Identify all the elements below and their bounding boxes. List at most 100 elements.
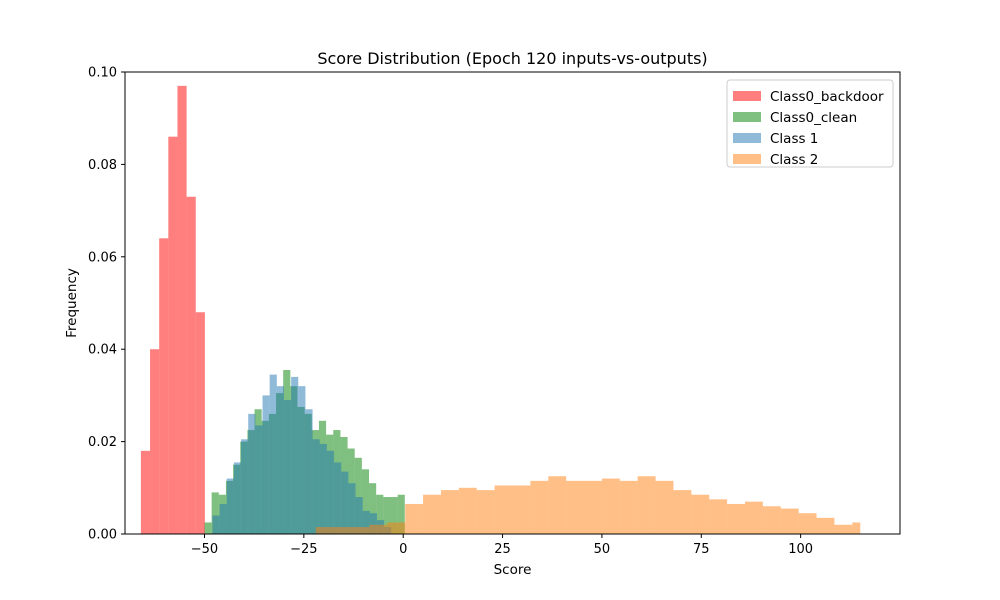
- histogram-bar: [727, 503, 745, 534]
- y-tick-label: 0.04: [88, 343, 117, 358]
- histogram-bar: [211, 492, 219, 534]
- histogram-bar: [348, 483, 356, 534]
- histogram-bar: [315, 527, 334, 534]
- histogram-bar: [333, 527, 352, 534]
- histogram-bar: [383, 497, 391, 534]
- histogram-bar: [494, 485, 513, 534]
- histogram-bar: [195, 312, 205, 534]
- series-class-1: [212, 374, 392, 534]
- histogram-bar: [601, 478, 620, 534]
- x-axis-label: Score: [494, 562, 532, 578]
- legend-swatch: [733, 112, 761, 122]
- legend-swatch: [733, 133, 761, 143]
- histogram-bar: [390, 497, 398, 534]
- x-tick-label: −50: [191, 542, 218, 557]
- histogram-bar: [745, 501, 763, 534]
- histogram-bar: [204, 522, 212, 534]
- histogram-bar: [319, 443, 327, 534]
- histogram-bar: [351, 527, 370, 534]
- histogram-bar: [637, 476, 656, 534]
- legend-label: Class 2: [770, 152, 818, 168]
- histogram-bar: [140, 450, 151, 534]
- histogram-bar: [255, 425, 263, 534]
- histogram-bar: [226, 478, 234, 534]
- histogram-bar: [276, 386, 284, 534]
- histogram-bar: [798, 513, 817, 534]
- histogram-bar: [566, 480, 585, 534]
- y-tick-label: 0.06: [88, 250, 117, 265]
- histogram-bar: [241, 439, 249, 534]
- histogram-bar: [212, 515, 220, 534]
- histogram-bar: [852, 522, 861, 534]
- histogram-bar: [816, 517, 835, 534]
- histogram-bar: [269, 374, 277, 534]
- legend: Class0_backdoor Class0_clean Class 1 Class …: [726, 79, 894, 168]
- histogram-bar: [834, 524, 853, 534]
- legend-swatch: [733, 154, 761, 164]
- histogram-bar: [312, 439, 320, 534]
- histogram-bar: [780, 508, 799, 534]
- x-tick-label: 25: [494, 542, 511, 557]
- histogram-bar: [354, 457, 362, 534]
- histogram-bar: [283, 400, 292, 534]
- histogram-bar: [709, 499, 728, 534]
- histogram-bar: [387, 522, 406, 534]
- histogram-bar: [177, 85, 187, 535]
- y-tick-label: 0.08: [88, 158, 117, 173]
- y-tick-label: 0.02: [88, 435, 117, 450]
- legend-box: [726, 79, 894, 168]
- histogram-bar: [673, 490, 692, 534]
- legend-label: Class0_clean: [770, 110, 857, 126]
- histogram-bar: [326, 450, 335, 534]
- x-tick-label: 75: [693, 542, 710, 557]
- histogram-bar: [619, 480, 638, 534]
- x-tick-label: −25: [290, 542, 317, 557]
- histogram-bar: [405, 503, 424, 534]
- legend-swatch: [733, 91, 761, 101]
- legend-item-class-1: Class 1: [733, 131, 818, 147]
- histogram-bar: [334, 462, 342, 534]
- histogram-bar: [691, 494, 710, 534]
- histogram-bar: [186, 196, 196, 535]
- histogram-bar: [458, 487, 477, 534]
- legend-item-class-2: Class 2: [733, 152, 818, 168]
- series-class0-backdoor: [140, 85, 205, 535]
- legend-item-class0-backdoor: Class0_backdoor: [733, 89, 884, 105]
- histogram-bar: [369, 483, 377, 534]
- legend-label: Class0_backdoor: [770, 89, 884, 105]
- series-class-2: [315, 476, 861, 534]
- histogram-bar: [298, 386, 306, 534]
- histogram-bar: [361, 469, 370, 534]
- x-axis-ticks: −50 −25 0 25 50 75 100: [191, 534, 813, 557]
- histogram-bar: [369, 513, 377, 534]
- histogram-bar: [376, 494, 384, 534]
- histogram-bar: [159, 238, 169, 534]
- legend-item-class0-clean: Class0_clean: [733, 110, 857, 126]
- histogram-bar: [355, 497, 363, 534]
- plot-frame: [124, 71, 901, 535]
- histogram-bar: [305, 409, 313, 534]
- chart-title: Score Distribution (Epoch 120 inputs-vs-…: [317, 49, 707, 68]
- x-tick-label: 100: [788, 542, 813, 557]
- legend-label: Class 1: [770, 131, 818, 147]
- histogram-bar: [262, 395, 270, 534]
- histogram-bar: [219, 503, 227, 534]
- histogram-bar: [168, 136, 178, 534]
- histogram-bar: [291, 376, 299, 534]
- histogram-bar: [341, 471, 349, 534]
- histogram-bar: [476, 490, 495, 534]
- bars-layer: [140, 85, 861, 535]
- histogram-bar: [369, 524, 388, 534]
- histogram-bar: [248, 413, 256, 534]
- y-tick-label: 0.00: [88, 528, 117, 543]
- histogram-bar: [512, 485, 531, 534]
- histogram-bar: [548, 476, 567, 534]
- x-tick-label: 50: [594, 542, 611, 557]
- histogram-bar: [150, 349, 160, 534]
- histogram-bar: [362, 510, 370, 534]
- x-tick-label: 0: [399, 542, 407, 557]
- histogram-bar: [440, 490, 459, 534]
- y-axis-ticks: 0.00 0.02 0.04 0.06 0.08 0.10: [88, 66, 125, 543]
- histogram-bar: [655, 480, 674, 534]
